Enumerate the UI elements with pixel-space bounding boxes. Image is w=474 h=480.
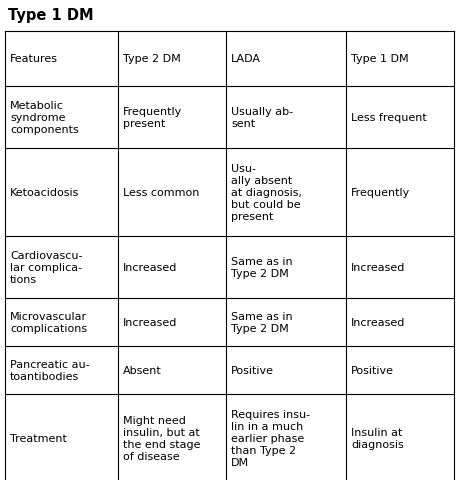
Text: Ketoacidosis: Ketoacidosis	[10, 188, 79, 198]
Text: Requires insu-
lin in a much
earlier phase
than Type 2
DM: Requires insu- lin in a much earlier pha…	[231, 409, 310, 467]
Text: Type 2 DM: Type 2 DM	[123, 54, 181, 64]
Text: Insulin at
diagnosis: Insulin at diagnosis	[351, 427, 404, 449]
Text: Increased: Increased	[351, 263, 405, 273]
Text: Positive: Positive	[231, 365, 274, 375]
Text: Increased: Increased	[351, 317, 405, 327]
Text: Metabolic
syndrome
components: Metabolic syndrome components	[10, 101, 79, 135]
Text: Absent: Absent	[123, 365, 162, 375]
Text: Increased: Increased	[123, 263, 177, 273]
Text: Features: Features	[10, 54, 58, 64]
Text: Pancreatic au-
toantibodies: Pancreatic au- toantibodies	[10, 359, 90, 381]
Text: Usu-
ally absent
at diagnosis,
but could be
present: Usu- ally absent at diagnosis, but could…	[231, 164, 302, 222]
Text: Frequently
present: Frequently present	[123, 107, 182, 129]
Text: LADA: LADA	[231, 54, 261, 64]
Text: Increased: Increased	[123, 317, 177, 327]
Text: Type 1 DM: Type 1 DM	[8, 8, 94, 23]
Text: Usually ab-
sent: Usually ab- sent	[231, 107, 293, 129]
Text: Treatment: Treatment	[10, 433, 67, 443]
Text: Same as in
Type 2 DM: Same as in Type 2 DM	[231, 256, 292, 278]
Text: Might need
insulin, but at
the end stage
of disease: Might need insulin, but at the end stage…	[123, 415, 201, 461]
Text: Same as in
Type 2 DM: Same as in Type 2 DM	[231, 312, 292, 333]
Text: Less frequent: Less frequent	[351, 113, 427, 123]
Text: Frequently: Frequently	[351, 188, 410, 198]
Text: Microvascular
complications: Microvascular complications	[10, 312, 87, 333]
Text: Type 1 DM: Type 1 DM	[351, 54, 409, 64]
Text: Cardiovascu-
lar complica-
tions: Cardiovascu- lar complica- tions	[10, 251, 82, 285]
Text: Less common: Less common	[123, 188, 200, 198]
Text: Positive: Positive	[351, 365, 394, 375]
